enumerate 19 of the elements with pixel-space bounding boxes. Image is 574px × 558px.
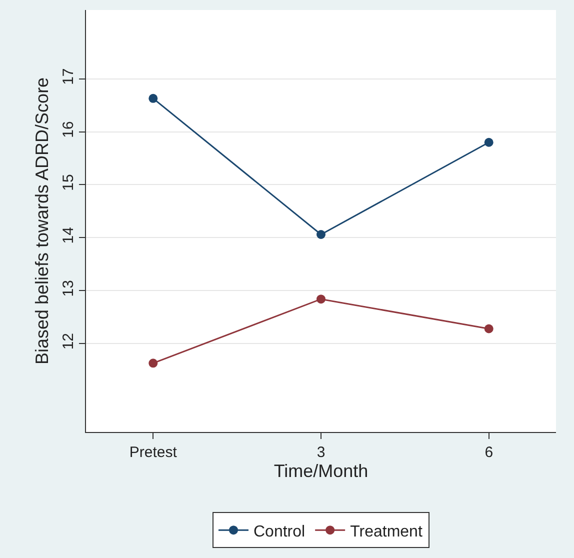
point [148,94,158,103]
legend-label: Control [254,523,306,540]
y-tick-label: 14 [60,227,77,244]
y-tick-label: 15 [60,174,77,191]
point [316,230,326,239]
y-tick-label: 17 [60,68,77,85]
x-tick-label: 3 [316,444,326,461]
x-tick-label: Pretest [129,444,178,461]
legend-label: Treatment [350,523,423,540]
x-tick-label: 6 [484,444,494,461]
point [316,294,326,304]
x-axis-title: Time/Month [274,461,368,481]
point [148,358,158,368]
point [484,138,494,147]
y-tick-label: 13 [60,280,77,297]
y-tick-label: 16 [60,121,77,138]
y-tick-label: 12 [60,332,77,350]
y-axis-title: Biased beliefs towards ADRD/Score [32,77,52,365]
point [484,324,494,334]
